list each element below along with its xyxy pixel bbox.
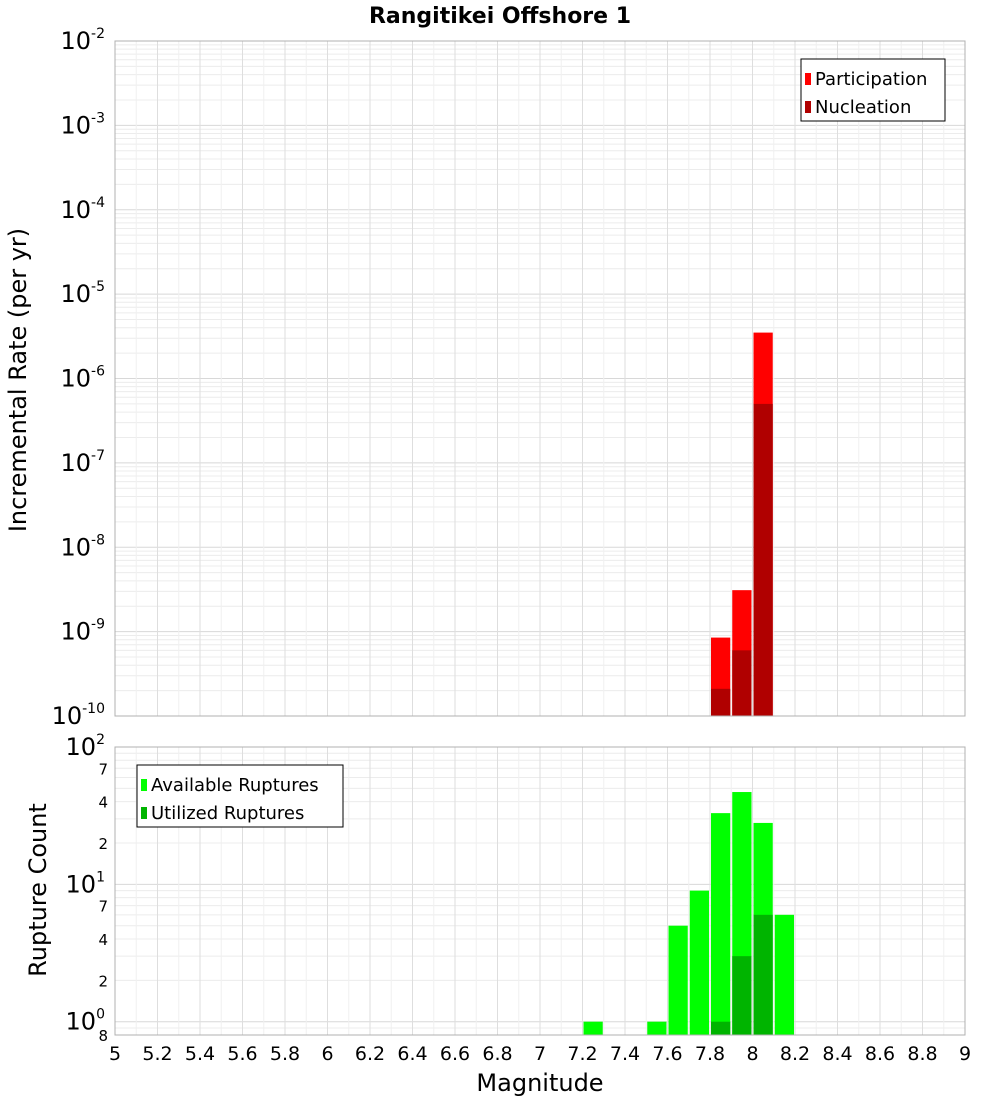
count-y-axis-label: Rupture Count — [24, 803, 52, 977]
y-tick-label: 10-8 — [60, 532, 105, 561]
bar-utilized-ruptures — [753, 914, 773, 1035]
y-tick-label: 10-6 — [60, 364, 105, 393]
bar-nucleation — [732, 650, 752, 716]
bar-available-ruptures — [689, 890, 709, 1035]
rate-legend: Participation Nucleation — [800, 58, 946, 122]
bar-available-ruptures — [583, 1021, 603, 1035]
y-tick-label: 10-4 — [60, 195, 105, 224]
bar-utilized-ruptures — [732, 956, 752, 1035]
y-minor-tick-label: 4 — [98, 794, 108, 812]
x-tick-label: 5.2 — [142, 1043, 172, 1065]
x-tick-label: 5.6 — [227, 1043, 257, 1065]
x-tick-label: 6.6 — [440, 1043, 470, 1065]
bar-available-ruptures — [647, 1021, 667, 1035]
legend-label: Nucleation — [815, 97, 911, 118]
count-bars — [583, 792, 794, 1035]
bar-available-ruptures — [668, 925, 688, 1035]
legend-swatch — [805, 101, 811, 113]
y-tick-label: 10-2 — [60, 26, 105, 55]
bar-nucleation — [753, 403, 773, 716]
y-minor-tick-label: 2 — [98, 972, 108, 990]
x-tick-label: 7.8 — [695, 1043, 725, 1065]
x-tick-label: 5 — [109, 1043, 121, 1065]
x-tick-label: 7.4 — [610, 1043, 640, 1065]
x-tick-label: 8.4 — [822, 1043, 852, 1065]
legend-swatch — [141, 807, 147, 819]
y-tick-label: 10-7 — [60, 448, 105, 477]
x-axis-ticks: 5 5.2 5.4 5.6 5.8 6 6.2 6.4 6.6 6.8 7 7.2 7.4 7.6 7.8 8… — [109, 1043, 971, 1065]
x-tick-label: 7.2 — [567, 1043, 597, 1065]
rate-grid — [114, 41, 966, 717]
x-tick-label: 5.8 — [270, 1043, 300, 1065]
legend-box — [136, 764, 344, 828]
legend-label: Available Ruptures — [151, 775, 319, 796]
rate-bars — [711, 332, 773, 716]
rate-y-axis-label: Incremental Rate (per yr) — [4, 228, 32, 532]
y-tick-label: 10-5 — [60, 279, 105, 308]
legend-label: Utilized Ruptures — [151, 803, 304, 824]
x-tick-label: 8.2 — [780, 1043, 810, 1065]
x-tick-label: 7.6 — [652, 1043, 682, 1065]
bar-utilized-ruptures — [711, 1021, 731, 1035]
x-tick-label: 6.4 — [397, 1043, 427, 1065]
y-tick-label: 100 — [66, 1007, 105, 1036]
x-tick-label: 6.2 — [355, 1043, 385, 1065]
x-tick-label: 7 — [534, 1043, 546, 1065]
y-minor-tick-label: 7 — [98, 760, 108, 778]
count-y-ticks: 102 101 100 7 4 2 7 4 2 8 — [66, 732, 108, 1045]
x-tick-label: 9 — [959, 1043, 971, 1065]
y-tick-label: 10-10 — [52, 701, 105, 730]
legend-swatch — [141, 779, 147, 791]
y-minor-tick-label: 2 — [98, 835, 108, 853]
x-tick-label: 6 — [321, 1043, 333, 1065]
y-tick-label: 10-3 — [60, 110, 105, 139]
count-panel: 102 101 100 7 4 2 7 4 2 8 Rupture Count Available… — [24, 732, 966, 1045]
y-minor-tick-label: 4 — [98, 931, 108, 949]
rate-panel: 10-2 10-3 10-4 10-5 10-6 10-7 10-8 10-9 10-10 In… — [4, 26, 966, 730]
x-tick-label: 8.6 — [865, 1043, 895, 1065]
x-tick-label: 6.8 — [482, 1043, 512, 1065]
bar-available-ruptures — [774, 914, 794, 1035]
x-tick-label: 8.8 — [907, 1043, 937, 1065]
y-tick-label: 10-9 — [60, 617, 105, 646]
y-tick-label: 101 — [66, 869, 105, 898]
rate-y-ticks: 10-2 10-3 10-4 10-5 10-6 10-7 10-8 10-9 10-10 — [52, 26, 106, 730]
y-minor-tick-label: 7 — [98, 898, 108, 916]
x-tick-label: 8 — [746, 1043, 758, 1065]
x-axis-label: Magnitude — [476, 1069, 603, 1097]
legend-box — [800, 58, 946, 122]
x-tick-label: 5.4 — [185, 1043, 215, 1065]
legend-label: Participation — [815, 69, 927, 90]
count-plot-frame — [114, 746, 966, 1036]
legend-swatch — [805, 73, 811, 85]
y-minor-tick-label: 8 — [98, 1027, 108, 1045]
count-legend: Available Ruptures Utilized Ruptures — [136, 764, 344, 828]
y-tick-label: 102 — [66, 732, 105, 761]
chart-title: Rangitikei Offshore 1 — [369, 4, 631, 29]
bar-available-ruptures — [711, 813, 731, 1035]
rate-plot-frame — [114, 40, 966, 717]
bar-nucleation — [711, 688, 731, 716]
